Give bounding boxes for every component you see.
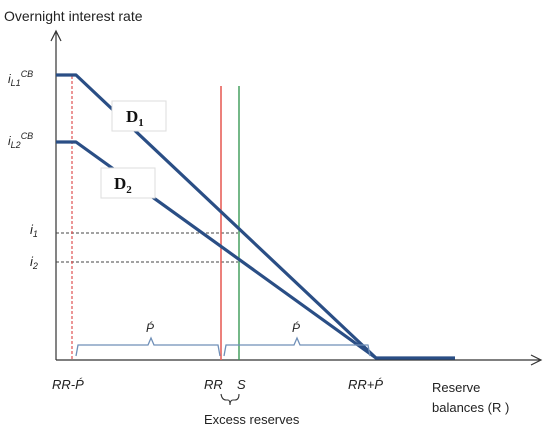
i1-label: i1 xyxy=(30,222,38,239)
x-axis-arrow xyxy=(530,354,543,366)
rr-minus-p-tick: RR-Ṕ xyxy=(52,377,84,392)
d2-label: D2 xyxy=(114,174,132,196)
x-axis-label-line2: balances (R ) xyxy=(432,400,509,415)
excess-reserves-brace xyxy=(220,393,240,406)
right-brace-label: Ṕ xyxy=(292,320,300,335)
demand-curve-d1 xyxy=(56,73,455,360)
s-tick: S xyxy=(237,377,246,392)
il2-cb-label: iL2CB xyxy=(8,131,33,150)
d1-label: D1 xyxy=(126,107,144,129)
rr-plus-p-tick: RR+Ṕ xyxy=(348,377,383,392)
right-brace xyxy=(223,336,371,357)
left-brace xyxy=(75,336,221,357)
x-axis-label-line1: Reserve xyxy=(432,380,480,395)
excess-reserves-label: Excess reserves xyxy=(204,412,300,427)
left-brace-label: Ṕ xyxy=(146,320,154,335)
demand-curve-d2 xyxy=(56,140,377,360)
rr-tick: RR xyxy=(204,377,223,392)
y-axis-arrow xyxy=(50,29,62,42)
il1-cb-label: iL1CB xyxy=(8,69,33,88)
d2-label-box xyxy=(100,167,156,199)
d1-label-box xyxy=(111,100,167,132)
y-axis-label: Overnight interest rate xyxy=(4,8,143,24)
i2-label: i2 xyxy=(30,254,38,271)
